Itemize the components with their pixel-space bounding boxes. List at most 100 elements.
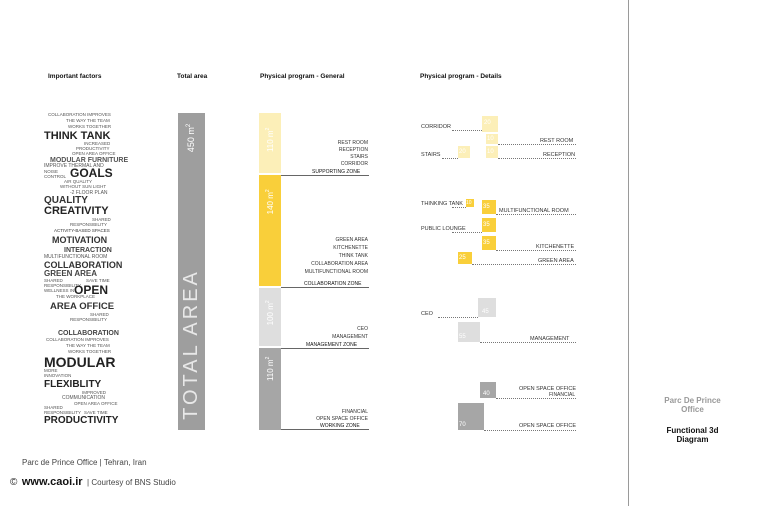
zone-area-value: 110 m2 — [265, 356, 275, 382]
detail-block: 25 — [458, 252, 472, 264]
factor-word: SHARED — [44, 278, 63, 283]
factor-word: QUALITY — [44, 195, 88, 206]
working-zone-bar: 110 m2 — [259, 348, 281, 430]
header-total-area: Total area — [177, 73, 208, 80]
factor-word: INTERACTION — [64, 247, 112, 254]
factor-word: AREA OFFICE — [50, 301, 115, 312]
detail-leader — [496, 250, 576, 251]
factor-word: MORE — [44, 368, 58, 373]
factor-word: GOALS — [70, 166, 113, 180]
detail-leader — [484, 430, 576, 431]
program-item: REST ROOM — [337, 140, 368, 146]
factor-word: -2 FLOOR PLAN — [70, 190, 108, 196]
detail-block: 10 — [486, 146, 498, 158]
factor-word: COMMUNICATION — [62, 395, 105, 401]
project-title: Parc De Prince Office — [664, 396, 721, 414]
program-item: KITCHENETTE — [333, 245, 368, 251]
program-item: CEO — [357, 326, 368, 332]
factor-word: CONTROL — [44, 174, 67, 179]
factor-word: OPEN AREA OFFICE — [72, 151, 116, 156]
zone-name-supporting: SUPPORTING ZONE — [312, 169, 361, 175]
detail-block: 35 — [482, 200, 496, 214]
zone-divider — [281, 429, 369, 430]
detail-label: CORRIDOR — [421, 124, 451, 130]
factor-word: IMPROVED — [82, 390, 107, 395]
detail-leader — [452, 232, 482, 233]
program-item: CORRIDOR — [340, 161, 368, 167]
program-item: RECEPTION — [338, 147, 368, 153]
program-item: MULTIFUNCTIONAL ROOM — [304, 269, 368, 275]
factor-word: MULTIFUNCTIONAL ROOM — [44, 254, 108, 260]
detail-leader — [498, 144, 576, 145]
detail-block: 10 — [466, 199, 474, 207]
detail-label: CEO — [421, 311, 433, 317]
factor-word: FLEXIBLITY — [44, 379, 102, 390]
site-link[interactable]: www.caoi.ir — [21, 476, 83, 488]
detail-label: OPEN SPACE OFFICE — [519, 423, 577, 429]
header-physical-general: Physical program - General — [260, 73, 345, 80]
zone-name-working: WORKING ZONE — [320, 423, 360, 429]
zone-area-value: 140 m2 — [265, 189, 275, 215]
program-item: OPEN SPACE OFFICE — [316, 416, 368, 422]
detail-leader — [442, 158, 458, 159]
collaboration-zone-bar: 140 m2 — [259, 175, 281, 286]
program-item: COLLABORATION AREA — [311, 261, 368, 267]
factor-word: SAVE TIME — [86, 278, 110, 283]
program-item: THINK TANK — [338, 253, 368, 259]
detail-leader — [496, 214, 576, 215]
factor-word: RESPONSIBILITY — [44, 410, 82, 415]
zone-divider — [281, 287, 369, 288]
factor-word: THE WORKPLACE — [56, 294, 96, 299]
factor-word: INNOVATION — [44, 373, 72, 378]
detail-label: PUBLIC LOUNGE — [421, 226, 466, 232]
factor-word: WELLNESS IN — [44, 288, 75, 293]
detail-leader — [496, 398, 576, 399]
total-area-label: TOTAL AREA — [180, 269, 202, 420]
detail-block: 40 — [480, 382, 496, 398]
footer-credit: © www.caoi.ir | Courtesy of BNS Studio — [10, 472, 176, 490]
program-item: GREEN AREA — [335, 237, 368, 243]
courtesy-text: | Courtesy of BNS Studio — [87, 478, 176, 487]
factor-word: MODULAR — [44, 354, 116, 370]
program-item: FINANCIAL — [341, 409, 368, 415]
detail-label: MULTIFUNCTIONAL ROOM — [499, 208, 569, 214]
copyright-symbol: © — [10, 477, 18, 488]
factor-word: WORKS TOGETHER — [68, 124, 112, 129]
zone-area-value: 100 m2 — [265, 300, 275, 326]
detail-block: 55 — [458, 322, 480, 342]
factor-word: THINK TANK — [44, 130, 111, 142]
program-item: MANAGEMENT — [332, 334, 368, 340]
factor-word: WITHOUT SUN LIGHT — [60, 184, 107, 189]
factor-word: OPEN — [74, 283, 109, 297]
factor-word: THE WAY THE TEAM — [66, 118, 110, 123]
diagram-subtitle: Functional 3d Diagram — [666, 426, 719, 444]
factor-word: CREATIVITY — [44, 205, 109, 217]
factor-word: MODULAR FURNITURE — [50, 157, 129, 164]
detail-label: STAIRS — [421, 152, 441, 158]
factor-word: IMPROVE THERMAL AND — [44, 163, 104, 169]
factor-word: PRODUCTIVITY — [44, 415, 119, 426]
factor-word: GREEN AREA — [44, 269, 98, 278]
factor-word: THE WAY THE TEAM — [66, 343, 110, 348]
zone-name-management: MANAGEMENT ZONE — [306, 342, 358, 348]
panel-divider — [628, 0, 629, 506]
factor-word: SHARED — [92, 217, 111, 222]
header-physical-details: Physical program - Details — [420, 73, 502, 80]
detail-block: 70 — [458, 403, 484, 430]
detail-block: 45 — [478, 298, 496, 317]
factor-word: COLLABORATION — [44, 260, 123, 270]
factor-word: INCREASED — [84, 141, 111, 146]
detail-label: FINANCIAL — [549, 392, 576, 398]
detail-block: 35 — [482, 218, 496, 232]
factor-word: SHARED — [44, 405, 63, 410]
factor-word: SHARED — [90, 312, 109, 317]
factor-word: OPEN AREA OFFICE — [74, 401, 118, 406]
factor-word: COLLABORATION IMPROVES — [46, 337, 109, 342]
supporting-zone-bar: 110 m2 — [259, 113, 281, 173]
detail-label: GREEN AREA — [538, 258, 574, 264]
factor-word: MOTIVATION — [52, 235, 108, 245]
footer-caption: Parc de Prince Office | Tehran, Iran — [22, 458, 147, 467]
factor-word: RESPONSIBILITY — [70, 317, 108, 322]
detail-block: 20 — [482, 116, 498, 132]
detail-leader — [452, 130, 482, 131]
